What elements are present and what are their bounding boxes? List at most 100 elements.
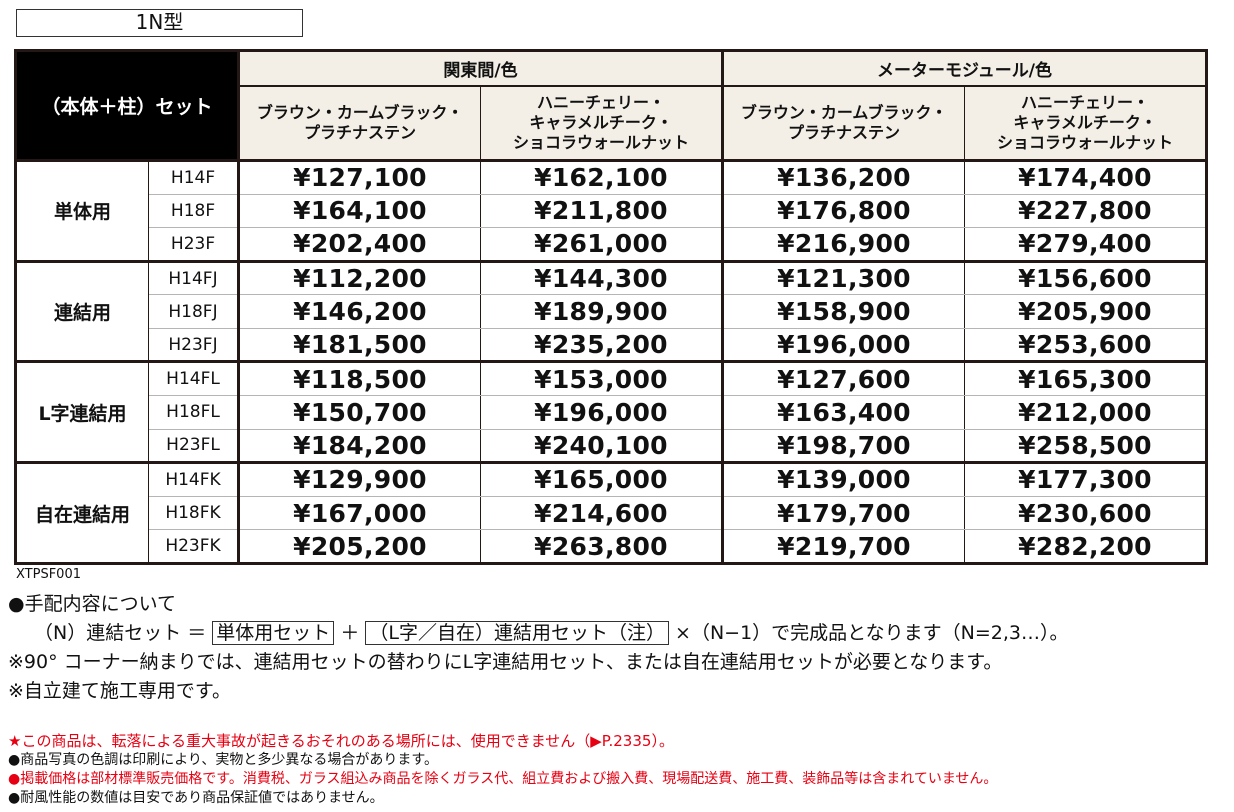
formula-suffix: ×（N−1）で完成品となります（N=2,3…）。 xyxy=(669,622,1069,644)
price-cell: ¥136,200 xyxy=(721,160,965,195)
price-cell: ¥235,200 xyxy=(480,328,723,364)
group-header-kantoma: 関東間/色 xyxy=(237,50,723,87)
fine-print: ★この商品は、転落による重大事故が起きるおそれのある場所には、使用できません（▶… xyxy=(8,732,997,808)
price-cell: ¥279,400 xyxy=(964,227,1207,263)
single-set-box: 単体用セット xyxy=(212,621,335,645)
price-cell: ¥258,500 xyxy=(964,429,1207,465)
row-group-label: 連結用 xyxy=(15,261,149,364)
price-cell: ¥176,800 xyxy=(721,194,965,229)
price-cell: ¥163,400 xyxy=(721,395,965,430)
price-cell: ¥227,800 xyxy=(964,194,1207,229)
formula-line: （N）連結セット ＝ 単体用セット ＋ （L字／自在）連結用セット（注） ×（N… xyxy=(8,619,1068,648)
fall-warning: ★この商品は、転落による重大事故が起きるおそれのある場所には、使用できません（▶… xyxy=(8,732,674,750)
column-header-line: ハニーチェリー・ xyxy=(537,93,666,112)
column-header-line: プラチナステン xyxy=(788,123,901,142)
price-cell: ¥127,600 xyxy=(721,361,965,397)
price-cell: ¥174,400 xyxy=(964,160,1207,195)
price-cell: ¥165,300 xyxy=(964,361,1207,397)
price-cell: ¥205,900 xyxy=(964,294,1207,329)
column-header-line: キャラメルチーク・ xyxy=(1013,113,1157,132)
size-code: H23FK xyxy=(148,529,241,565)
column-header: ブラウン・カームブラック・ プラチナステン xyxy=(237,86,481,162)
row-group-label: 自在連結用 xyxy=(15,462,149,565)
size-code: H23FL xyxy=(148,429,241,465)
column-header-line: ブラウン・カームブラック・ xyxy=(256,103,464,122)
price-table: （本体＋柱）セット 関東間/色 メーターモジュール/色 ブラウン・カームブラック… xyxy=(13,49,1209,565)
price-cell: ¥212,000 xyxy=(964,395,1207,430)
price-cell: ¥146,200 xyxy=(237,294,481,329)
column-header: ハニーチェリー・ キャラメルチーク・ ショコラウォールナット xyxy=(480,86,723,162)
size-code: H18FL xyxy=(148,395,241,430)
row-group-label: 単体用 xyxy=(15,160,149,263)
price-note: ●掲載価格は部材標準販売価格です。消費税、ガラス組込み商品を除くガラス代、組立費… xyxy=(8,770,997,789)
price-cell: ¥202,400 xyxy=(237,227,481,263)
price-cell: ¥189,900 xyxy=(480,294,723,329)
size-code: H18FJ xyxy=(148,294,241,329)
price-cell: ¥150,700 xyxy=(237,395,481,430)
price-cell: ¥121,300 xyxy=(721,261,965,296)
price-note-text: ●掲載価格は部材標準販売価格です。消費税、ガラス組込み商品を除くガラス代、組立費… xyxy=(8,771,998,787)
column-header-line: ハニーチェリー・ xyxy=(1021,93,1150,112)
price-cell: ¥230,600 xyxy=(964,496,1207,531)
size-code: H23F xyxy=(148,227,241,263)
price-cell: ¥139,000 xyxy=(721,462,965,497)
table-body: 単体用 H14F ¥127,100 ¥162,100 ¥136,200 ¥174,400 H… xyxy=(15,160,1207,565)
size-code: H18FK xyxy=(148,496,241,531)
row-group-label: L字連結用 xyxy=(15,361,149,465)
price-cell: ¥144,300 xyxy=(480,261,723,296)
price-cell: ¥216,900 xyxy=(721,227,965,263)
column-header-line: ショコラウォールナット xyxy=(513,133,690,152)
price-cell: ¥164,100 xyxy=(237,194,481,229)
price-cell: ¥127,100 xyxy=(237,160,481,195)
size-code: H14FL xyxy=(148,361,241,397)
column-header: ハニーチェリー・ キャラメルチーク・ ショコラウォールナット xyxy=(964,86,1207,162)
corner-note: ※90° コーナー納まりでは、連結用セットの替わりにL字連結用セット、または自在… xyxy=(8,651,1003,673)
price-cell: ¥162,100 xyxy=(480,160,723,195)
price-cell: ¥205,200 xyxy=(237,529,481,565)
wind-performance-note: ●耐風性能の数値は目安であり商品保証値ではありません。 xyxy=(8,790,384,806)
column-header-line: キャラメルチーク・ xyxy=(529,113,673,132)
price-cell: ¥118,500 xyxy=(237,361,481,397)
freestanding-note: ※自立建て施工専用です。 xyxy=(8,680,232,702)
notes-heading: ●手配内容について xyxy=(8,593,177,615)
size-code: H14FK xyxy=(148,462,241,497)
formula-prefix: （N）連結セット ＝ xyxy=(34,622,213,644)
price-cell: ¥129,900 xyxy=(237,462,481,497)
price-cell: ¥112,200 xyxy=(237,261,481,296)
price-cell: ¥282,200 xyxy=(964,529,1207,565)
price-cell: ¥214,600 xyxy=(480,496,723,531)
product-code: XTPSF001 xyxy=(16,567,81,582)
price-cell: ¥158,900 xyxy=(721,294,965,329)
corner-header: （本体＋柱）セット xyxy=(13,49,241,162)
group-header-meter-module: メーターモジュール/色 xyxy=(721,50,1207,87)
column-header-line: ブラウン・カームブラック・ xyxy=(740,103,948,122)
photo-color-note: ●商品写真の色調は印刷により、実物と多少異なる場合があります。 xyxy=(8,752,438,768)
size-code: H23FJ xyxy=(148,328,241,364)
price-cell: ¥156,600 xyxy=(964,261,1207,296)
price-cell: ¥261,000 xyxy=(480,227,723,263)
joint-set-box: （L字／自在）連結用セット（注） xyxy=(365,621,669,645)
size-code: H18F xyxy=(148,194,241,229)
price-cell: ¥196,000 xyxy=(480,395,723,430)
price-cell: ¥240,100 xyxy=(480,429,723,465)
price-cell: ¥153,000 xyxy=(480,361,723,397)
price-cell: ¥184,200 xyxy=(237,429,481,465)
ordering-notes: ●手配内容について （N）連結セット ＝ 単体用セット ＋ （L字／自在）連結用… xyxy=(8,590,1068,706)
price-cell: ¥198,700 xyxy=(721,429,965,465)
size-code: H14FJ xyxy=(148,261,241,296)
price-cell: ¥181,500 xyxy=(237,328,481,364)
price-cell: ¥211,800 xyxy=(480,194,723,229)
price-cell: ¥196,000 xyxy=(721,328,965,364)
column-header: ブラウン・カームブラック・ プラチナステン xyxy=(721,86,965,162)
column-header-line: ショコラウォールナット xyxy=(997,133,1174,152)
price-cell: ¥253,600 xyxy=(964,328,1207,364)
size-code: H14F xyxy=(148,160,241,195)
formula-plus: ＋ xyxy=(334,622,366,644)
price-cell: ¥167,000 xyxy=(237,496,481,531)
product-type-title: 1N型 xyxy=(16,9,303,37)
price-cell: ¥165,000 xyxy=(480,462,723,497)
price-cell: ¥263,800 xyxy=(480,529,723,565)
price-cell: ¥177,300 xyxy=(964,462,1207,497)
price-cell: ¥219,700 xyxy=(721,529,965,565)
price-cell: ¥179,700 xyxy=(721,496,965,531)
